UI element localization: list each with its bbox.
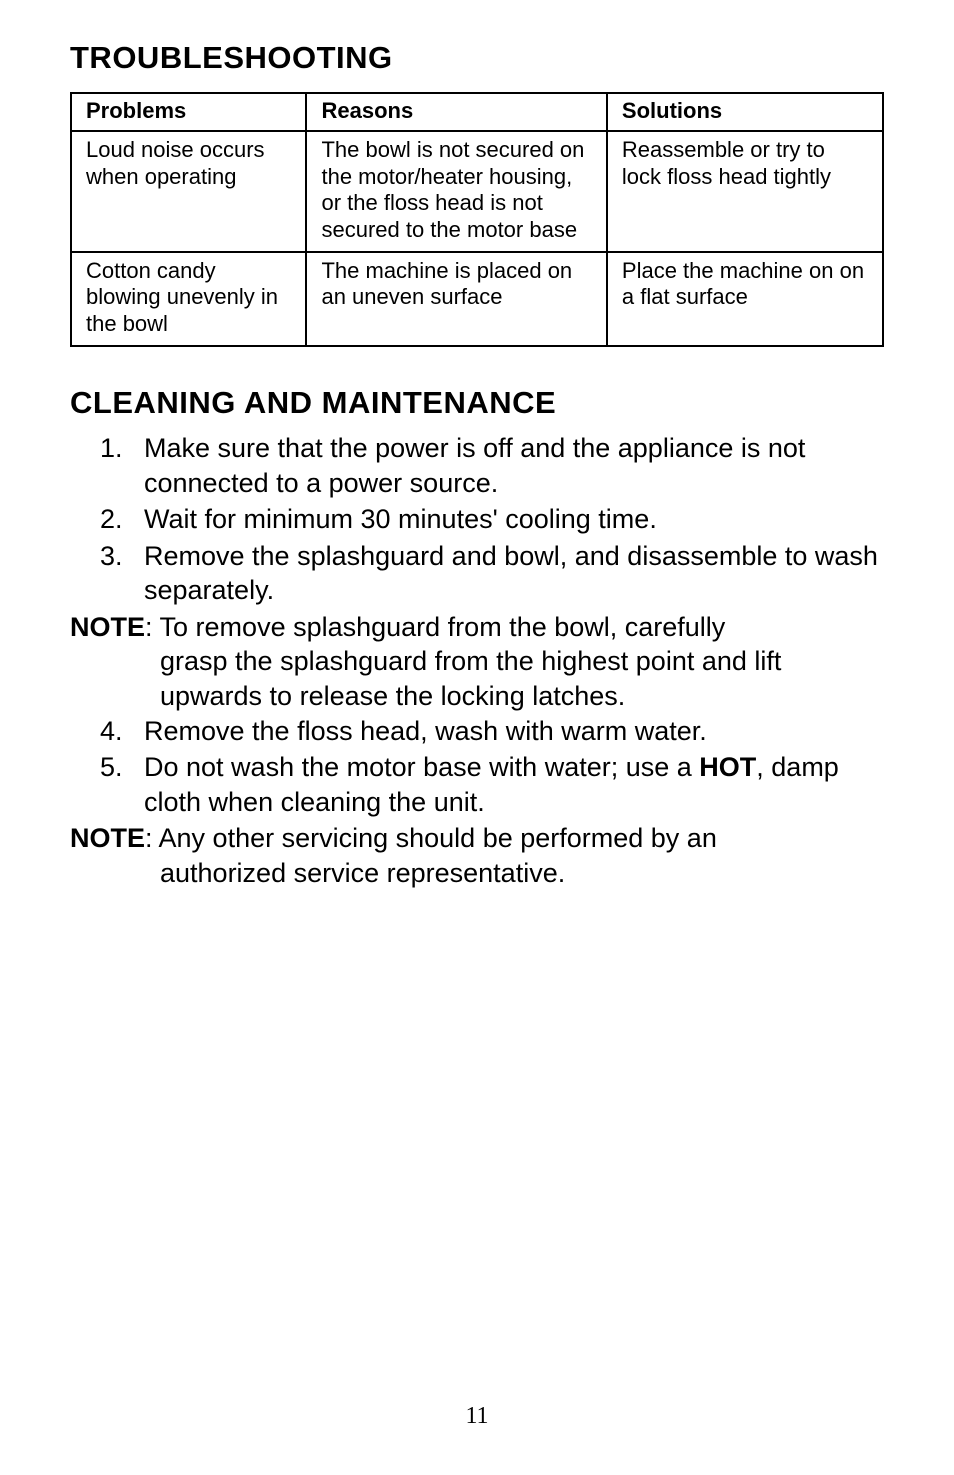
list-text: Remove the splashguard and bowl, and dis…	[144, 541, 878, 606]
note-text-line1: : To remove splashguard from the bowl, c…	[145, 612, 725, 642]
list-number: 1.	[100, 431, 123, 466]
list-text-before: Do not wash the motor base with water; u…	[144, 752, 699, 782]
table-row: Cotton candy blowing unevenly in the bow…	[71, 252, 883, 346]
cell-reason: The machine is placed on an uneven surfa…	[306, 252, 606, 346]
list-item: 2. Wait for minimum 30 minutes' cooling …	[100, 502, 884, 537]
list-number: 3.	[100, 539, 123, 574]
list-number: 4.	[100, 714, 123, 749]
cell-problem: Loud noise occurs when operating	[71, 131, 306, 252]
note-block-1: NOTE: To remove splashguard from the bow…	[70, 610, 884, 714]
list-item: 1. Make sure that the power is off and t…	[100, 431, 884, 500]
troubleshooting-table: Problems Reasons Solutions Loud noise oc…	[70, 92, 884, 347]
cell-reason: The bowl is not secured on the motor/hea…	[306, 131, 606, 252]
note-block-2: NOTE: Any other servicing should be perf…	[70, 821, 884, 890]
list-item: 4. Remove the floss head, wash with warm…	[100, 714, 884, 749]
table-header-row: Problems Reasons Solutions	[71, 93, 883, 131]
cell-problem: Cotton candy blowing unevenly in the bow…	[71, 252, 306, 346]
list-text: Make sure that the power is off and the …	[144, 433, 805, 498]
note-text-line2: grasp the splashguard from the highest p…	[70, 644, 884, 713]
cleaning-heading: CLEANING AND MAINTENANCE	[70, 385, 884, 421]
cell-solution: Place the machine on on a flat surface	[607, 252, 883, 346]
list-number: 2.	[100, 502, 123, 537]
cleaning-list-part2: 4. Remove the floss head, wash with warm…	[70, 714, 884, 820]
list-text: Wait for minimum 30 minutes' cooling tim…	[144, 504, 657, 534]
list-item: 5. Do not wash the motor base with water…	[100, 750, 884, 819]
hot-label: HOT	[699, 752, 756, 782]
note-text-line2: authorized service representative.	[70, 856, 884, 891]
note-text-line1: : Any other servicing should be performe…	[145, 823, 717, 853]
troubleshooting-heading: TROUBLESHOOTING	[70, 40, 884, 76]
header-problems: Problems	[71, 93, 306, 131]
list-text: Remove the floss head, wash with warm wa…	[144, 716, 707, 746]
note-label: NOTE	[70, 612, 145, 642]
list-number: 5.	[100, 750, 123, 785]
header-reasons: Reasons	[306, 93, 606, 131]
cleaning-list-part1: 1. Make sure that the power is off and t…	[70, 431, 884, 608]
header-solutions: Solutions	[607, 93, 883, 131]
table-row: Loud noise occurs when operating The bow…	[71, 131, 883, 252]
page-number: 11	[0, 1403, 954, 1430]
note-label: NOTE	[70, 823, 145, 853]
cell-solution: Reassemble or try to lock floss head tig…	[607, 131, 883, 252]
list-item: 3. Remove the splashguard and bowl, and …	[100, 539, 884, 608]
